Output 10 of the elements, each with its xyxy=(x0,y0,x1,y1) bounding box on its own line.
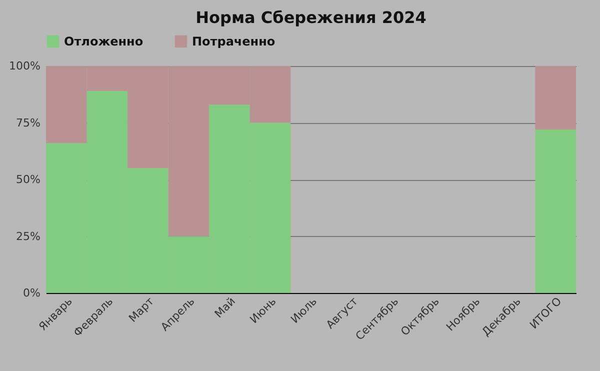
legend-label: Отложенно xyxy=(64,34,144,48)
y-tick-label: 100% xyxy=(9,60,40,72)
legend-label: Потраченно xyxy=(192,34,276,48)
bar xyxy=(535,130,576,293)
bar xyxy=(535,66,576,130)
y-tick-label: 50% xyxy=(16,173,40,186)
chart-title: Норма Сбережения 2024 xyxy=(196,8,426,27)
y-tick-label: 0% xyxy=(23,286,40,300)
y-tick-label: 75% xyxy=(16,116,40,130)
y-tick-label: 25% xyxy=(16,230,40,243)
